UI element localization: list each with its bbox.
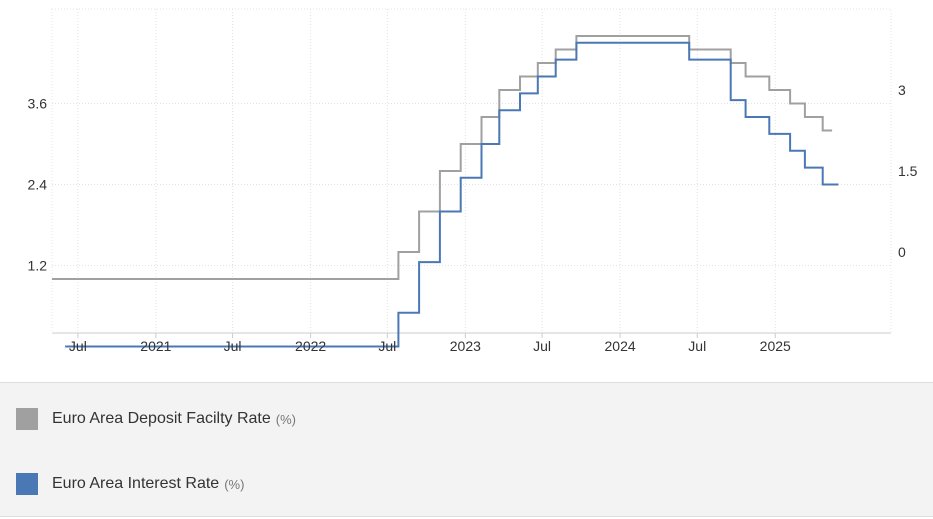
right-y-tick-label: 3 <box>898 82 906 98</box>
legend-label-interest-rate: Euro Area Interest Rate <box>52 475 220 492</box>
x-tick-label: Jul <box>378 338 396 354</box>
left-y-tick-label: 3.6 <box>28 96 48 112</box>
axes <box>52 332 891 338</box>
x-tick-label: 2021 <box>140 338 171 354</box>
left-y-tick-label: 1.2 <box>28 258 48 274</box>
legend-unit-interest-rate: (%) <box>224 476 245 492</box>
legend: Euro Area Deposit Facilty Rate (%) Euro … <box>0 382 933 517</box>
deposit-facility-rate-line <box>52 35 833 280</box>
x-tick-label: 2025 <box>760 338 791 354</box>
plot-frame <box>51 8 892 334</box>
legend-item-interest-rate[interactable]: Euro Area Interest Rate (%) <box>16 472 244 496</box>
legend-label-deposit-facility-rate: Euro Area Deposit Facilty Rate <box>52 410 271 427</box>
chart: Jul 2021 Jul 2022 Jul 2023 Jul 2024 Jul 2025 1.2 2.… <box>28 8 918 354</box>
left-y-tick-label: 2.4 <box>28 177 48 193</box>
grid <box>51 8 892 334</box>
legend-unit-deposit-facility-rate: (%) <box>275 411 296 427</box>
x-tick-label: Jul <box>533 338 551 354</box>
legend-item-deposit-facility-rate[interactable]: Euro Area Deposit Facilty Rate (%) <box>16 407 296 431</box>
x-tick-label: 2024 <box>605 338 636 354</box>
x-tick-label: Jul <box>224 338 242 354</box>
tick-labels: Jul 2021 Jul 2022 Jul 2023 Jul 2024 Jul 2025 1.2 2.… <box>28 82 918 354</box>
legend-swatch-deposit-facility-rate <box>16 408 38 430</box>
right-y-tick-label: 0 <box>898 244 906 260</box>
x-tick-label: Jul <box>69 338 87 354</box>
legend-swatch-interest-rate <box>16 473 38 495</box>
series-lines <box>52 35 839 348</box>
interest-rate-line <box>65 41 839 348</box>
x-tick-label: Jul <box>688 338 706 354</box>
x-tick-label: 2023 <box>450 338 481 354</box>
right-y-tick-label: 1.5 <box>898 163 918 179</box>
x-tick-label: 2022 <box>295 338 326 354</box>
